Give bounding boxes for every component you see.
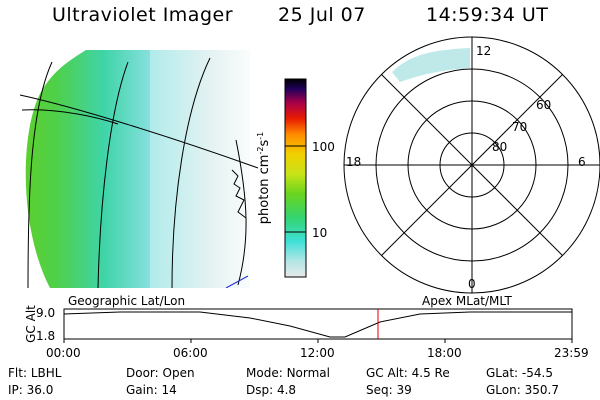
image-time: 14:59:34 UT (426, 4, 549, 26)
status-door: Door: Open (126, 366, 195, 380)
orbit-plot (63, 308, 573, 343)
polar-plot (343, 36, 600, 294)
earth-disk-emission (25, 50, 251, 288)
mlt-label-6: 6 (578, 155, 586, 169)
orbit-time-0000: 00:00 (46, 346, 81, 360)
mlt-label-0: 0 (468, 277, 476, 291)
status-gain: Gain: 14 (126, 383, 177, 397)
geographic-grid (19, 57, 259, 288)
status-gc-alt: GC Alt: 4.5 Re (366, 366, 450, 380)
mlat-label-60: 60 (536, 98, 552, 112)
colorbar-fill (285, 79, 306, 277)
mlat-label-70: 70 (512, 120, 528, 134)
polar-emission (392, 48, 470, 82)
orbit-time-1800: 18:00 (427, 346, 462, 360)
orbit-time-2359: 23:59 (554, 346, 589, 360)
colorbar-label-100: 100 (312, 140, 335, 154)
meridian-line (171, 57, 211, 288)
latitude-line (19, 94, 259, 169)
status-mode: Mode: Normal (246, 366, 330, 380)
status-filter: Flt: LBHL (8, 366, 62, 380)
orbit-y-top: 9.0 (36, 306, 56, 320)
meridian-line (235, 139, 247, 286)
orbit-y-bottom: 1.8 (36, 329, 56, 343)
coastline (231, 169, 247, 219)
orbit-right-title: Apex MLat/MLT (422, 294, 512, 308)
orbit-time-1200: 12:00 (300, 346, 335, 360)
status-glat: GLat: -54.5 (486, 366, 553, 380)
mlt-label-18: 18 (346, 155, 362, 169)
colorbar-unit-label: photon cm-2s-1 (255, 131, 273, 225)
orbit-time-0600: 06:00 (173, 346, 208, 360)
meridian-line (97, 61, 129, 288)
image-date: 25 Jul 07 (278, 4, 366, 26)
orbit-left-title: Geographic Lat/Lon (68, 294, 186, 308)
colorbar-label-10: 10 (312, 226, 328, 240)
meridian-line (27, 61, 53, 288)
polar-diagonal (381, 74, 563, 256)
orbit-frame (63, 308, 573, 340)
latitude-line (21, 109, 119, 125)
status-seq: Seq: 39 (366, 383, 412, 397)
geographic-image (19, 50, 259, 288)
orbit-altitude-curve (63, 311, 572, 338)
mlt-label-12: 12 (476, 44, 492, 58)
status-glon: GLon: 350.7 (486, 383, 559, 397)
status-dsp: Dsp: 4.8 (246, 383, 297, 397)
colorbar (284, 78, 307, 278)
mlat-label-80: 80 (492, 140, 508, 154)
status-ip: IP: 36.0 (8, 383, 54, 397)
coastline-blue (225, 275, 249, 288)
instrument-title: Ultraviolet Imager (52, 4, 234, 26)
